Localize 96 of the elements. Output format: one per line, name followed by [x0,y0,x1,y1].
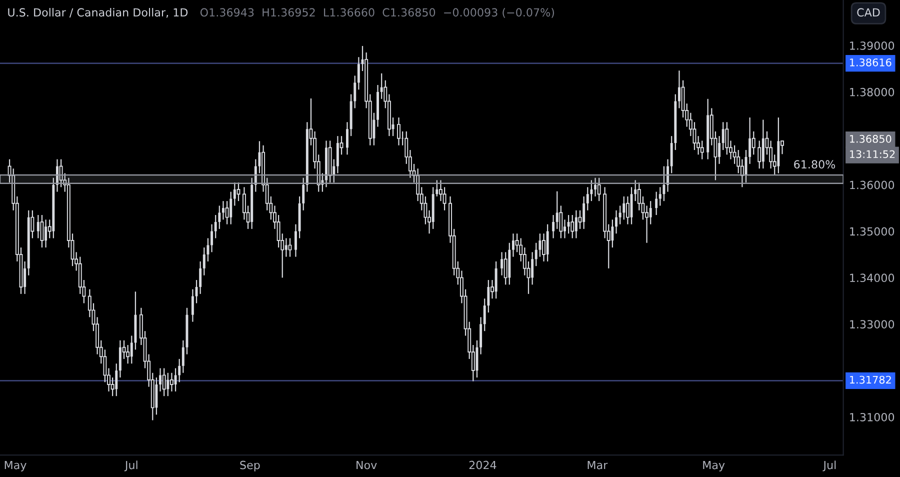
candlestick [570,214,574,239]
x-tick-label: Jul [124,460,138,472]
x-tick-label: May [703,460,725,472]
x-tick-label: May [4,460,26,472]
band-label: 61.80% [794,160,836,169]
candlestick [666,158,670,192]
candlestick [59,158,63,188]
candlestick [611,219,614,248]
candlestick [574,210,578,239]
ref-line-label: 1.38616 [850,58,892,66]
candlestick [380,72,383,100]
x-tick-label: Nov [356,460,377,470]
candlestick [354,75,356,109]
candlestick [762,119,764,170]
candlestick [191,288,194,322]
candlestick [336,136,339,174]
candlestick [649,200,652,225]
candlestick [174,368,177,392]
candlestick [722,122,724,151]
candlestick [40,214,44,248]
candlestick [288,238,292,258]
text: O1.36943 H1.36952 L1.36660 C1.36850 −0.00093 (−0.07%) [200,8,554,18]
text: 13:11:52 [850,150,895,158]
candlestick [397,116,400,146]
candlestick [494,260,498,300]
candlestick [582,196,586,230]
candlestick [700,140,704,160]
candlestick [233,182,236,206]
candlestick [615,210,618,234]
candlestick [552,214,555,239]
candlestick [284,238,288,258]
candlestick [476,340,478,378]
y-tick-label: 1.35000 [850,227,894,236]
candlestick [130,335,133,364]
candlestick [230,191,232,225]
candlestick [658,186,662,206]
candlestick [662,166,666,202]
candlestick [586,186,589,211]
candlestick [487,279,490,314]
candlestick [538,233,542,258]
candlestick [170,372,174,392]
candlestick [254,158,257,192]
candlestick [195,279,198,304]
candlestick [162,368,166,397]
candlestick [534,242,538,267]
candlestick [618,205,622,225]
candlestick [483,298,486,332]
candlestick [594,177,597,197]
candlestick [556,190,558,230]
candlestick [630,186,633,225]
text: 1.36850 [850,134,892,143]
y-tick-label: 1.33000 [850,320,894,328]
candlestick [178,358,181,383]
candlestick [155,376,158,416]
candlestick [159,368,162,392]
candlestick [166,372,170,397]
candlestick [115,363,118,397]
candlestick [218,205,221,230]
candlestick [346,122,348,156]
candlestick [655,191,658,216]
candlestick [725,122,729,156]
candlestick [590,180,593,202]
x-tick-label: Sep [240,460,260,472]
candlestick [597,177,601,202]
candlestick [302,177,305,211]
text: U.S. Dollar / Canadian Dollar, 1D [8,8,188,18]
y-tick-label: 1.39000 [850,41,894,50]
candlestick [202,246,206,276]
candlestick [500,252,504,276]
candlestick [634,180,637,202]
x-tick-label: 2024 [469,460,496,470]
candlestick [182,340,184,374]
candlestick [531,252,534,286]
candlestick [206,238,210,262]
candlestick [36,214,40,239]
candlestick [546,224,549,262]
candlestick [622,196,626,220]
candlestick [567,214,570,234]
candlestick [357,56,360,90]
candlestick [670,136,673,174]
candlestick [214,214,217,239]
candlestick [199,260,202,294]
x-tick-label: Jul [822,460,836,472]
candlestick [436,180,438,197]
y-tick-label: 1.38000 [850,88,894,96]
ref-line-label: 1.31782 [850,376,891,384]
candlestick [294,224,297,258]
y-tick-label: 1.31000 [850,412,894,422]
candlestick [748,116,752,164]
y-axis-title: CAD [857,8,880,17]
candlestick [118,340,122,378]
y-tick-label: 1.36000 [850,180,894,190]
candlestick [480,316,482,355]
x-tick-label: Mar [588,460,608,470]
y-tick-label: 1.34000 [850,274,894,282]
candlestick [210,224,214,253]
